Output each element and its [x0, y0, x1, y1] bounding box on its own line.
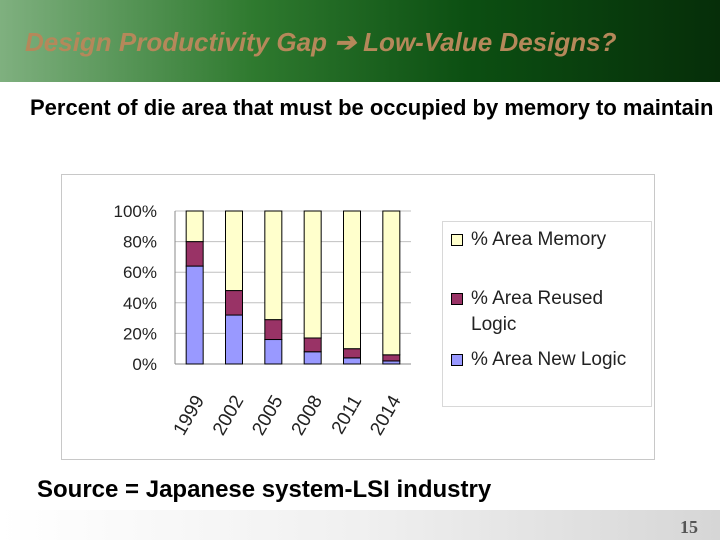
- y-tick-label: 100%: [114, 202, 157, 221]
- x-tick-label: 2014: [366, 392, 406, 439]
- bar-segment-memory: [185, 210, 204, 243]
- bar-segment-memory: [225, 210, 243, 292]
- x-tick-label: 2008: [288, 392, 327, 439]
- y-tick-label: 80%: [123, 233, 157, 252]
- x-tick-label: 2005: [248, 392, 287, 439]
- bar-segment-memory: [343, 210, 361, 350]
- legend-swatch: [451, 234, 463, 246]
- bar-segment-new-logic: [343, 357, 361, 365]
- bar-segment-new-logic: [225, 314, 243, 365]
- chart-legend: % Area Memory % Area Reused Logic % Area N…: [442, 221, 652, 407]
- source-note: Source = Japanese system-LSI industry: [37, 476, 492, 503]
- bar-segment-reused-logic: [343, 348, 361, 359]
- x-tick-label: 2011: [328, 392, 367, 438]
- chart-container: 0% 20% 40% 60% 80% 100% 1999 2002 2005 2008 2011 20…: [61, 174, 655, 460]
- y-tick-label: 40%: [123, 294, 157, 313]
- bar-segment-new-logic: [303, 351, 322, 365]
- bar-segment-memory: [264, 210, 283, 321]
- bar-segment-reused-logic: [382, 354, 401, 362]
- bar-segment-memory: [303, 210, 322, 339]
- legend-swatch: [451, 354, 463, 366]
- y-tick-label: 60%: [123, 263, 157, 282]
- bar-segment-reused-logic: [303, 337, 322, 353]
- stacked-bar-chart: 0% 20% 40% 60% 80% 100% 1999 2002 2005 2008 2011 20…: [114, 202, 411, 439]
- legend-label: % Area Reused Logic: [471, 288, 604, 335]
- bar-segment-memory: [382, 210, 401, 356]
- bar-segment-new-logic: [185, 265, 204, 365]
- legend-swatch: [451, 293, 463, 305]
- y-tick-label: 0%: [132, 355, 157, 374]
- x-tick-label: 2002: [209, 392, 248, 439]
- page-number: 15: [680, 517, 698, 537]
- bar-segment-reused-logic: [185, 241, 204, 267]
- bar-segment-reused-logic: [225, 290, 243, 316]
- legend-label: % Area Memory: [471, 229, 607, 250]
- footer-bar: [0, 510, 720, 540]
- title-banner: [0, 0, 720, 82]
- legend-label: % Area New Logic: [471, 349, 627, 370]
- y-tick-label: 20%: [123, 324, 157, 343]
- bar-segment-new-logic: [264, 339, 283, 365]
- x-tick-label: 1999: [170, 392, 209, 439]
- bar-segment-reused-logic: [264, 319, 283, 341]
- slide-title: Design Productivity Gap ➔ Low-Value Desi…: [25, 27, 617, 57]
- slide-subtitle: Percent of die area that must be occupie…: [30, 95, 720, 120]
